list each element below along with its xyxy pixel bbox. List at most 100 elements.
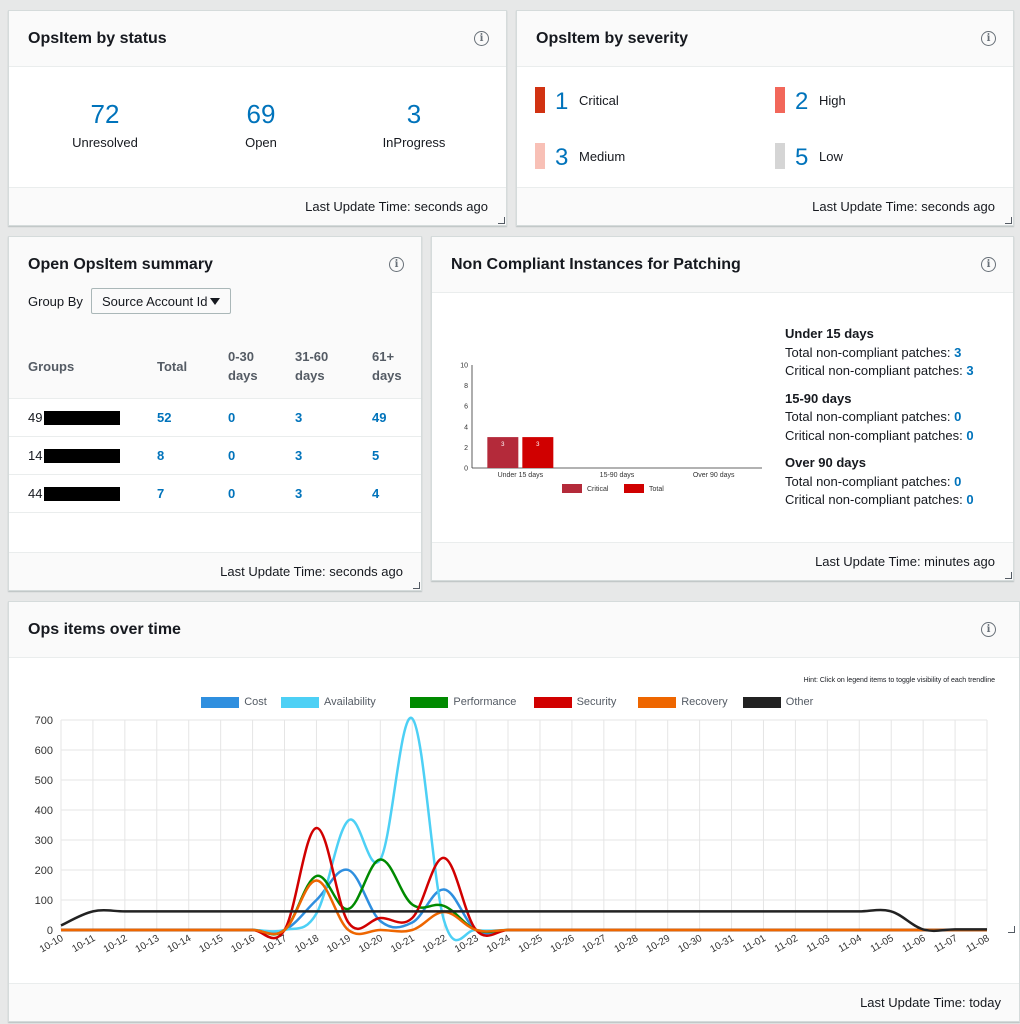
resize-handle-icon[interactable] xyxy=(1005,572,1012,579)
patch-group-heading: 15-90 days xyxy=(785,390,852,406)
resize-handle-icon[interactable] xyxy=(413,582,420,589)
total-patches-value[interactable]: 0 xyxy=(954,409,962,424)
patch-group-15-90: 15-90 days Total non-compliant patches: … xyxy=(785,390,1010,446)
critical-patches-value[interactable]: 0 xyxy=(966,492,974,507)
critical-patches-value[interactable]: 0 xyxy=(966,427,974,443)
resize-handle-icon[interactable] xyxy=(1005,217,1012,224)
days-31-60-cell[interactable]: 3 xyxy=(276,436,353,475)
group-cell: 14 xyxy=(9,436,138,475)
legend-item-critical[interactable]: Critical xyxy=(562,484,609,493)
x-tick-label: 11-07 xyxy=(933,933,960,955)
legend-item-cost[interactable]: Cost xyxy=(201,696,267,708)
group-by-select[interactable]: Source Account Id xyxy=(91,288,231,314)
widget-title: Non Compliant Instances for Patching xyxy=(451,256,741,273)
ops-over-time-widget: Ops items over time i Hint: Click on leg… xyxy=(8,601,1020,1022)
y-tick-label: 300 xyxy=(35,835,53,847)
total-cell[interactable]: 8 xyxy=(138,436,209,475)
last-update-time: Last Update Time: seconds ago xyxy=(220,564,403,579)
legend-label: Performance xyxy=(453,696,517,708)
x-tick-label: 10-26 xyxy=(549,933,577,956)
x-tick-label: 10-21 xyxy=(389,933,417,956)
status-widget: OpsItem by status i 72 Unresolved 69 Ope… xyxy=(8,10,507,226)
info-icon[interactable]: i xyxy=(981,622,996,637)
info-icon[interactable]: i xyxy=(981,257,996,272)
x-tick-label: 10-29 xyxy=(645,933,673,956)
legend-swatch xyxy=(742,696,781,708)
info-icon[interactable]: i xyxy=(981,31,996,46)
legend-item-recovery[interactable]: Recovery xyxy=(638,696,728,708)
x-tick-label: 10-31 xyxy=(708,933,736,956)
legend-label: Cost xyxy=(244,696,267,708)
unresolved-label: Unresolved xyxy=(72,135,138,150)
legend-item-security[interactable]: Security xyxy=(533,696,617,708)
legend-item-total[interactable]: Total xyxy=(624,484,664,493)
column-header-31-60-label: 31-60 days xyxy=(295,349,329,383)
legend-item-performance[interactable]: Performance xyxy=(410,696,516,708)
legend-label: Critical xyxy=(587,486,609,493)
days-31-60-cell[interactable]: 3 xyxy=(276,474,353,513)
group-id: 49 xyxy=(28,409,43,425)
legend-label: Security xyxy=(576,696,617,708)
column-header-total: Total xyxy=(138,334,209,399)
legend-item-availability[interactable]: Availability xyxy=(281,696,376,708)
last-update-time: Last Update Time: seconds ago xyxy=(305,199,488,214)
medium-count[interactable]: 3 xyxy=(555,144,569,171)
total-cell[interactable]: 52 xyxy=(138,398,209,437)
resize-handle-icon[interactable] xyxy=(498,217,505,224)
x-tick-label: 10-30 xyxy=(676,933,704,956)
redacted-block xyxy=(44,449,121,464)
patching-widget: Non Compliant Instances for Patching i 0… xyxy=(431,236,1014,581)
x-tick-label: 11-08 xyxy=(964,933,991,955)
days-61plus-cell[interactable]: 4 xyxy=(353,474,421,513)
legend-swatch xyxy=(533,696,572,708)
series-line-recovery xyxy=(61,879,987,936)
total-cell[interactable]: 7 xyxy=(138,474,209,513)
y-tick-label: 6 xyxy=(464,404,468,411)
legend-swatch xyxy=(410,696,449,708)
total-patches-label: Total non-compliant patches: xyxy=(785,344,951,360)
days-61plus-cell[interactable]: 5 xyxy=(353,436,421,475)
x-tick-label: 11-04 xyxy=(837,933,864,955)
critical-severity-bar xyxy=(535,87,545,113)
open-count[interactable]: 69 xyxy=(246,99,276,129)
severity-widget-header: OpsItem by severity i xyxy=(517,11,1013,67)
total-patches-label: Total non-compliant patches: xyxy=(785,409,951,424)
summary-widget-header: Open OpsItem summary i Group By Source A… xyxy=(9,237,421,334)
x-tick-label: 10-23 xyxy=(453,933,481,956)
high-count[interactable]: 2 xyxy=(795,88,809,115)
x-tick-label: 10-20 xyxy=(357,933,385,956)
legend-swatch xyxy=(638,696,677,708)
info-icon[interactable]: i xyxy=(474,31,489,46)
critical-count[interactable]: 1 xyxy=(555,88,569,115)
days-31-60-cell[interactable]: 3 xyxy=(276,398,353,437)
days-0-30-cell[interactable]: 0 xyxy=(209,474,276,513)
x-tick-label: 10-13 xyxy=(134,933,162,956)
legend-swatch xyxy=(281,696,319,708)
widget-title: OpsItem by severity xyxy=(536,30,689,47)
chart-hint: Hint: Click on legend items to toggle vi… xyxy=(803,677,995,684)
total-patches-value[interactable]: 0 xyxy=(954,473,962,489)
x-tick-label: 10-28 xyxy=(613,933,641,956)
days-0-30-cell[interactable]: 0 xyxy=(209,436,276,475)
critical-patches-label: Critical non-compliant patches: xyxy=(785,427,963,443)
last-update-time: Last Update Time: today xyxy=(860,995,1001,1010)
inprogress-count[interactable]: 3 xyxy=(406,99,422,129)
resize-handle-icon xyxy=(1008,926,1015,933)
total-patches-value[interactable]: 3 xyxy=(954,344,962,360)
widget-title: OpsItem by status xyxy=(28,30,167,47)
patching-bar-chart: 0 2 4 6 8 10 3 3 Under 15 days 15-90 days Over 90 … xyxy=(460,363,762,493)
critical-patches-value[interactable]: 3 xyxy=(966,363,974,378)
low-count[interactable]: 5 xyxy=(795,144,809,171)
days-0-30-cell[interactable]: 0 xyxy=(209,398,276,437)
legend-item-other[interactable]: Other xyxy=(742,696,813,708)
widget-footer: Last Update Time: seconds ago xyxy=(517,187,1013,225)
y-tick-label: 200 xyxy=(35,865,53,877)
group-cell: 44 xyxy=(9,474,138,513)
x-tick-label: 11-01 xyxy=(741,933,768,955)
total-patches-label: Total non-compliant patches: xyxy=(785,473,951,489)
unresolved-count[interactable]: 72 xyxy=(90,99,120,129)
days-61plus-cell[interactable]: 49 xyxy=(353,398,421,437)
last-update-time: Last Update Time: seconds ago xyxy=(812,199,995,214)
info-icon[interactable]: i xyxy=(389,257,404,272)
legend-swatch xyxy=(624,484,644,493)
